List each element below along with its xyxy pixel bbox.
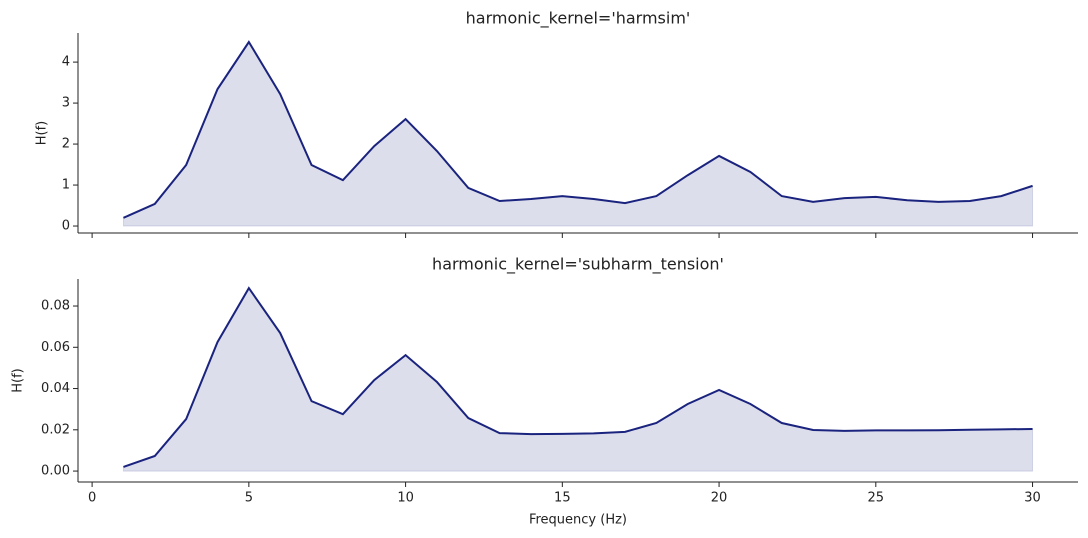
chart-title: harmonic_kernel='harmsim' (466, 9, 691, 29)
area-fill (122, 287, 1034, 472)
y-axis-label: H(f) (11, 368, 26, 393)
y-tick-label: 2 (62, 137, 70, 152)
x-tick-label: 10 (397, 491, 414, 506)
x-tick-label: 20 (711, 491, 728, 506)
y-tick-label: 0.04 (41, 381, 70, 396)
y-tick-label: 0 (62, 219, 70, 234)
y-tick-label: 4 (62, 55, 70, 70)
y-tick-label: 0.08 (41, 299, 70, 314)
line (123, 286, 1033, 468)
x-tick-label: 15 (554, 491, 571, 506)
y-tick-label: 0.00 (41, 464, 70, 479)
line (123, 40, 1033, 219)
x-tick-label: 25 (868, 491, 885, 506)
x-tick-label: 0 (88, 491, 96, 506)
y-tick-label: 0.06 (41, 340, 70, 355)
y-axis-label: H(f) (35, 121, 50, 146)
x-tick-label: 30 (1024, 491, 1041, 506)
x-axis-label: Frequency (Hz) (529, 513, 627, 528)
x-tick-label: 5 (245, 491, 253, 506)
y-tick-label: 1 (62, 178, 70, 193)
chart-title: harmonic_kernel='subharm_tension' (432, 255, 724, 275)
y-tick-label: 0.02 (41, 422, 70, 437)
y-tick-label: 3 (62, 96, 70, 111)
